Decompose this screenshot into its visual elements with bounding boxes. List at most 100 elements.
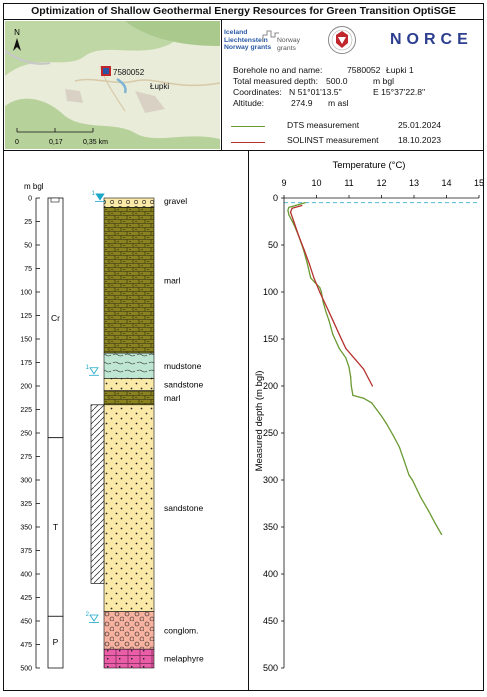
lithology-layer bbox=[103, 611, 155, 650]
total-depth-label: Total measured depth: bbox=[233, 76, 319, 86]
chart-y-tick-label: 50 bbox=[268, 240, 278, 250]
series-point bbox=[380, 415, 383, 417]
lithology-label: conglom. bbox=[164, 625, 199, 635]
log-depth-tick-label: 75 bbox=[24, 266, 32, 273]
chart-x-tick-label: 9 bbox=[281, 178, 286, 188]
series-point bbox=[325, 310, 327, 312]
log-depth-tick-label: 50 bbox=[24, 243, 32, 250]
scale-label-0: 0 bbox=[15, 139, 19, 146]
series-point bbox=[434, 522, 436, 524]
lithology-layer bbox=[103, 197, 155, 208]
series-point bbox=[293, 220, 295, 223]
log-depth-tick-label: 300 bbox=[20, 478, 32, 485]
series-point bbox=[350, 376, 352, 378]
series-point bbox=[319, 291, 321, 293]
series-point bbox=[345, 347, 347, 349]
log-depth-unit: m bgl bbox=[24, 182, 44, 191]
lithology-layer bbox=[103, 404, 155, 612]
chart-y-tick-label: 200 bbox=[263, 381, 278, 391]
lithology-layer bbox=[103, 207, 155, 354]
log-depth-tick-label: 350 bbox=[20, 525, 32, 532]
legend-dts-date: 25.01.2024 bbox=[398, 120, 442, 130]
lithology-label: marl bbox=[164, 275, 181, 285]
log-depth-tick-label: 325 bbox=[20, 501, 32, 508]
scale-label-2: 0,35 km bbox=[83, 139, 108, 146]
series-point bbox=[304, 202, 306, 204]
series-point bbox=[298, 235, 300, 237]
series-point bbox=[332, 319, 334, 321]
log-depth-tick-label: 225 bbox=[20, 407, 32, 414]
water-level-marker-icon: 1 bbox=[86, 365, 99, 376]
series-point bbox=[320, 291, 322, 293]
svg-text:N: N bbox=[14, 28, 20, 37]
lithology-label: mudstone bbox=[164, 361, 202, 371]
lithology-layer bbox=[103, 390, 155, 406]
total-depth-unit: m bgl bbox=[373, 76, 395, 86]
series-point bbox=[419, 496, 422, 498]
chart-x-tick-label: 13 bbox=[409, 178, 419, 188]
lithology-layer bbox=[103, 378, 155, 391]
series-point bbox=[392, 434, 394, 436]
strat-unit bbox=[47, 615, 64, 669]
altitude-unit: m asl bbox=[328, 98, 349, 108]
log-depth-tick-label: 275 bbox=[20, 454, 32, 461]
series-point bbox=[332, 333, 334, 335]
series-point bbox=[313, 277, 315, 279]
log-depth-tick-label: 250 bbox=[20, 431, 32, 438]
log-depth-tick-label: 475 bbox=[20, 642, 32, 649]
log-depth-tick-label: 400 bbox=[20, 572, 32, 579]
lithology-label: gravel bbox=[164, 196, 187, 206]
lithology-layer bbox=[103, 648, 155, 669]
map-borehole-label: 7580052 bbox=[113, 68, 145, 77]
north-arrow-icon: N bbox=[13, 28, 21, 51]
log-depth-tick-label: 500 bbox=[20, 666, 32, 673]
series-line-solinst-measurement bbox=[289, 204, 373, 387]
borehole-marker bbox=[101, 66, 111, 76]
water-level-marker-label: 1 bbox=[92, 191, 96, 197]
strat-unit-label: T bbox=[53, 522, 58, 532]
altitude-value: 274.9 bbox=[291, 98, 313, 108]
series-point bbox=[294, 204, 296, 207]
series-point bbox=[308, 263, 310, 265]
log-depth-tick-label: 375 bbox=[20, 548, 32, 555]
series-point bbox=[363, 397, 365, 399]
series-point bbox=[367, 377, 370, 380]
panel-divider bbox=[248, 150, 249, 691]
series-point bbox=[403, 460, 405, 462]
norce-logo: NORCE bbox=[390, 31, 473, 48]
series-point bbox=[345, 357, 347, 359]
series-point bbox=[376, 408, 378, 411]
series-point bbox=[352, 394, 354, 396]
chart-y-tick-label: 250 bbox=[263, 428, 278, 438]
water-level-marker-label: 1 bbox=[86, 365, 90, 371]
series-point bbox=[288, 214, 290, 216]
log-depth-tick-label: 0 bbox=[28, 196, 32, 203]
legend-dts-name: DTS measurement bbox=[287, 120, 360, 130]
chart-y-tick-label: 100 bbox=[263, 287, 278, 297]
series-point bbox=[325, 305, 327, 307]
norway-grants-logo: Norway grants bbox=[277, 37, 301, 52]
total-depth-value: 500.0 bbox=[326, 76, 348, 86]
log-depth-tick-label: 425 bbox=[20, 595, 32, 602]
scale-label-1: 0,17 bbox=[49, 139, 63, 146]
chart-y-tick-label: 300 bbox=[263, 475, 278, 485]
coordinates-label: Coordinates: bbox=[233, 87, 282, 97]
series-point bbox=[363, 368, 365, 370]
legend-solinst-line bbox=[231, 142, 265, 143]
series-line-dts-measurement bbox=[287, 202, 443, 535]
map-town-label: Łupki bbox=[150, 82, 169, 91]
scale-bar bbox=[16, 128, 94, 133]
chart-y-tick-label: 150 bbox=[263, 334, 278, 344]
chart-y-tick-label: 350 bbox=[263, 522, 278, 532]
series-point bbox=[371, 385, 373, 387]
page-title: Optimization of Shallow Geothermal Energ… bbox=[3, 3, 484, 20]
series-point bbox=[338, 333, 340, 335]
chart-x-tick-label: 10 bbox=[311, 178, 321, 188]
chart-x-tick-label: 15 bbox=[474, 178, 483, 188]
series-point bbox=[328, 319, 330, 321]
strat-unit-label: P bbox=[53, 637, 59, 647]
casing-section bbox=[90, 404, 105, 584]
chart-x-tick-label: 11 bbox=[344, 178, 353, 188]
series-point bbox=[408, 474, 410, 476]
temperature-depth-chart: Temperature (°C) Measured depth (m bgl) … bbox=[254, 160, 483, 673]
